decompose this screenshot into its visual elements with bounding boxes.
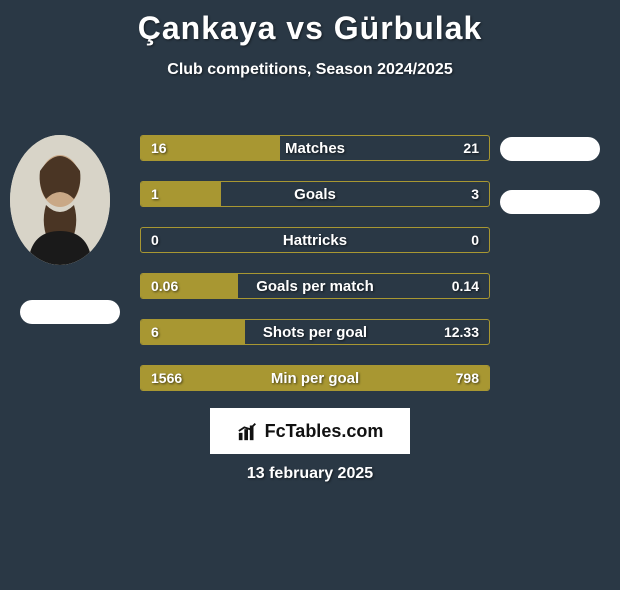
stat-right-value: 3 [471,182,479,206]
footer-date: 13 february 2025 [0,465,620,483]
stat-label: Shots per goal [141,320,489,344]
stat-right-value: 0 [471,228,479,252]
stat-label: Matches [141,136,489,160]
player-left-photo-placeholder [10,135,110,265]
stat-row: 1566Min per goal798 [140,365,490,391]
page-title: Çankaya vs Gürbulak [0,10,620,47]
stat-row: 6Shots per goal12.33 [140,319,490,345]
footer-brand-badge[interactable]: FcTables.com [210,408,410,454]
stat-right-value: 21 [463,136,479,160]
stat-right-value: 798 [456,366,479,390]
stat-label: Hattricks [141,228,489,252]
stat-right-value: 12.33 [444,320,479,344]
stat-label: Goals [141,182,489,206]
subtitle: Club competitions, Season 2024/2025 [0,61,620,79]
stat-right-value: 0.14 [452,274,479,298]
stats-bars: 16Matches21 1Goals3 0Hattricks0 0.06Goals p… [140,135,490,411]
stat-label: Min per goal [141,366,489,390]
stat-label: Goals per match [141,274,489,298]
stat-row: 0Hattricks0 [140,227,490,253]
stat-row: 1Goals3 [140,181,490,207]
fctables-logo-icon [237,420,259,442]
player-left-name-pill [20,300,120,324]
stat-row: 0.06Goals per match0.14 [140,273,490,299]
player-right-pill-2 [500,190,600,214]
footer-brand-text: FcTables.com [265,421,384,442]
player-left-avatar [10,135,110,265]
stat-row: 16Matches21 [140,135,490,161]
player-right-pill-1 [500,137,600,161]
